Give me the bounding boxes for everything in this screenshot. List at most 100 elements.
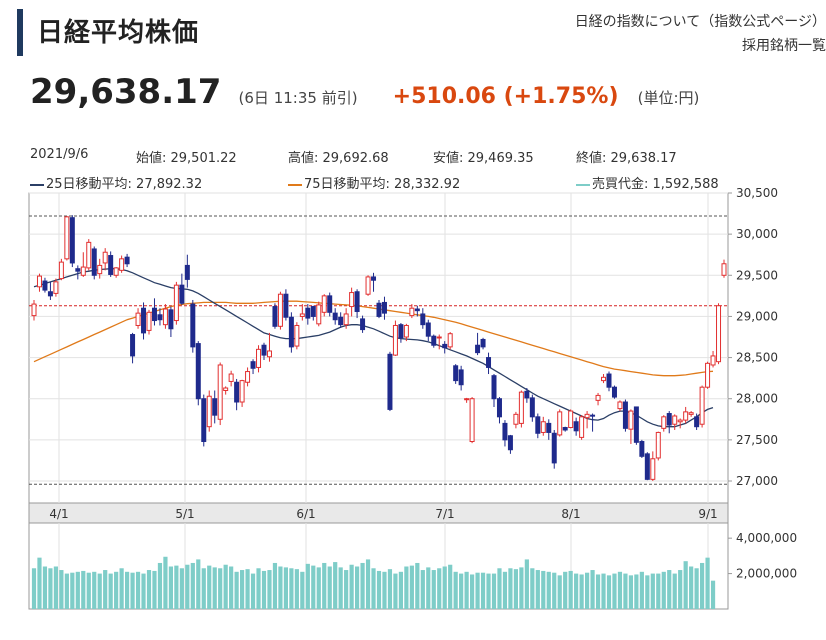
volume-bar bbox=[289, 568, 294, 609]
candle-body bbox=[655, 431, 661, 459]
candle bbox=[102, 248, 108, 271]
candle-body bbox=[266, 350, 272, 358]
volume-bar bbox=[278, 566, 283, 609]
candle-body bbox=[343, 313, 349, 326]
volume-bar bbox=[305, 563, 310, 609]
volume-bar bbox=[163, 556, 168, 609]
legend-volume-label: 売買代金: 1,592,588 bbox=[592, 177, 719, 192]
candle-body bbox=[277, 293, 283, 327]
candle bbox=[518, 390, 524, 428]
candle-body bbox=[212, 398, 218, 416]
candle-body bbox=[458, 369, 464, 386]
candle bbox=[590, 413, 596, 432]
price-unit: (単位:円) bbox=[637, 89, 700, 107]
candle bbox=[310, 305, 316, 321]
volume-bar bbox=[97, 573, 102, 609]
candle-body bbox=[332, 312, 338, 321]
volume-bar bbox=[261, 570, 267, 609]
candle-body bbox=[327, 295, 333, 313]
volume-bar bbox=[519, 567, 524, 609]
volume-bar bbox=[327, 566, 332, 609]
legend-ma75: 75日移動平均: 28,332.92 bbox=[288, 173, 460, 192]
candle-body bbox=[135, 312, 141, 326]
candle bbox=[496, 397, 502, 424]
candle bbox=[387, 351, 393, 412]
volume-bar bbox=[568, 570, 573, 609]
candle bbox=[622, 399, 628, 432]
candle-body bbox=[124, 256, 130, 265]
candle-body bbox=[601, 376, 607, 382]
candle-body bbox=[540, 421, 546, 433]
candle-body bbox=[683, 411, 689, 421]
volume-bar bbox=[459, 573, 464, 609]
candle-body bbox=[705, 362, 711, 388]
volume-bar bbox=[207, 565, 212, 609]
volume-bar bbox=[639, 571, 644, 609]
candle bbox=[403, 323, 409, 342]
candle-body bbox=[710, 355, 716, 366]
volume-bar bbox=[272, 562, 278, 609]
volume-bar bbox=[59, 570, 64, 609]
candle bbox=[716, 303, 722, 365]
candle-body bbox=[360, 318, 366, 331]
candle-body bbox=[661, 416, 667, 429]
candle-body bbox=[622, 401, 628, 429]
volume-bar bbox=[37, 557, 42, 609]
volume-bar bbox=[190, 562, 195, 609]
candle bbox=[568, 409, 574, 429]
volume-bar bbox=[530, 568, 535, 609]
candle bbox=[294, 322, 300, 350]
candle bbox=[217, 362, 223, 426]
constituents-link[interactable]: 採用銘柄一覧 bbox=[742, 38, 826, 54]
price-panel-frame bbox=[28, 192, 729, 532]
candle-body bbox=[371, 276, 377, 281]
candle bbox=[36, 273, 42, 292]
candle bbox=[579, 415, 585, 440]
candle-body bbox=[168, 309, 174, 330]
candle bbox=[633, 406, 639, 445]
candle-body bbox=[529, 397, 535, 418]
candle-body bbox=[425, 322, 431, 337]
volume-bar bbox=[508, 568, 513, 609]
price-tick-label: 30,500 bbox=[736, 186, 778, 200]
candle-body bbox=[403, 324, 409, 338]
candle bbox=[409, 304, 415, 319]
price-tick-label: 27,000 bbox=[736, 474, 778, 488]
candle bbox=[184, 254, 190, 288]
candle bbox=[677, 418, 683, 429]
price-tick-label: 28,500 bbox=[736, 351, 778, 365]
candle bbox=[80, 252, 86, 277]
volume-bar bbox=[75, 571, 80, 609]
candle bbox=[628, 409, 634, 444]
volume-bar bbox=[344, 570, 349, 609]
volume-bar bbox=[250, 573, 256, 609]
candle bbox=[453, 364, 459, 384]
volume-bar bbox=[108, 573, 113, 609]
candle-body bbox=[283, 293, 289, 318]
volume-bar bbox=[212, 567, 217, 609]
candle-body bbox=[628, 410, 634, 430]
volume-bar bbox=[322, 562, 327, 609]
current-price: 29,638.17 bbox=[30, 72, 222, 112]
volume-bar bbox=[645, 575, 650, 609]
candle bbox=[316, 301, 322, 327]
candle-body bbox=[387, 353, 393, 410]
candle-body bbox=[310, 306, 316, 317]
candle-body bbox=[431, 335, 437, 346]
volume-bar bbox=[442, 566, 447, 609]
candle bbox=[151, 298, 157, 326]
volume-bar bbox=[393, 573, 398, 609]
volume-bar bbox=[114, 571, 119, 609]
header: 日経平均株価 日経の指数について（指数公式ページ） 採用銘柄一覧 bbox=[0, 0, 826, 64]
candle-body bbox=[119, 258, 125, 271]
candle bbox=[392, 320, 398, 356]
volume-bar bbox=[453, 571, 458, 609]
candle bbox=[551, 429, 557, 469]
candle-body bbox=[721, 263, 727, 276]
candle bbox=[223, 386, 229, 395]
candle-body bbox=[179, 284, 185, 304]
index-info-link[interactable]: 日経の指数について（指数公式ページ） bbox=[574, 14, 826, 30]
candle-body bbox=[245, 371, 251, 383]
volume-bar bbox=[595, 574, 601, 609]
